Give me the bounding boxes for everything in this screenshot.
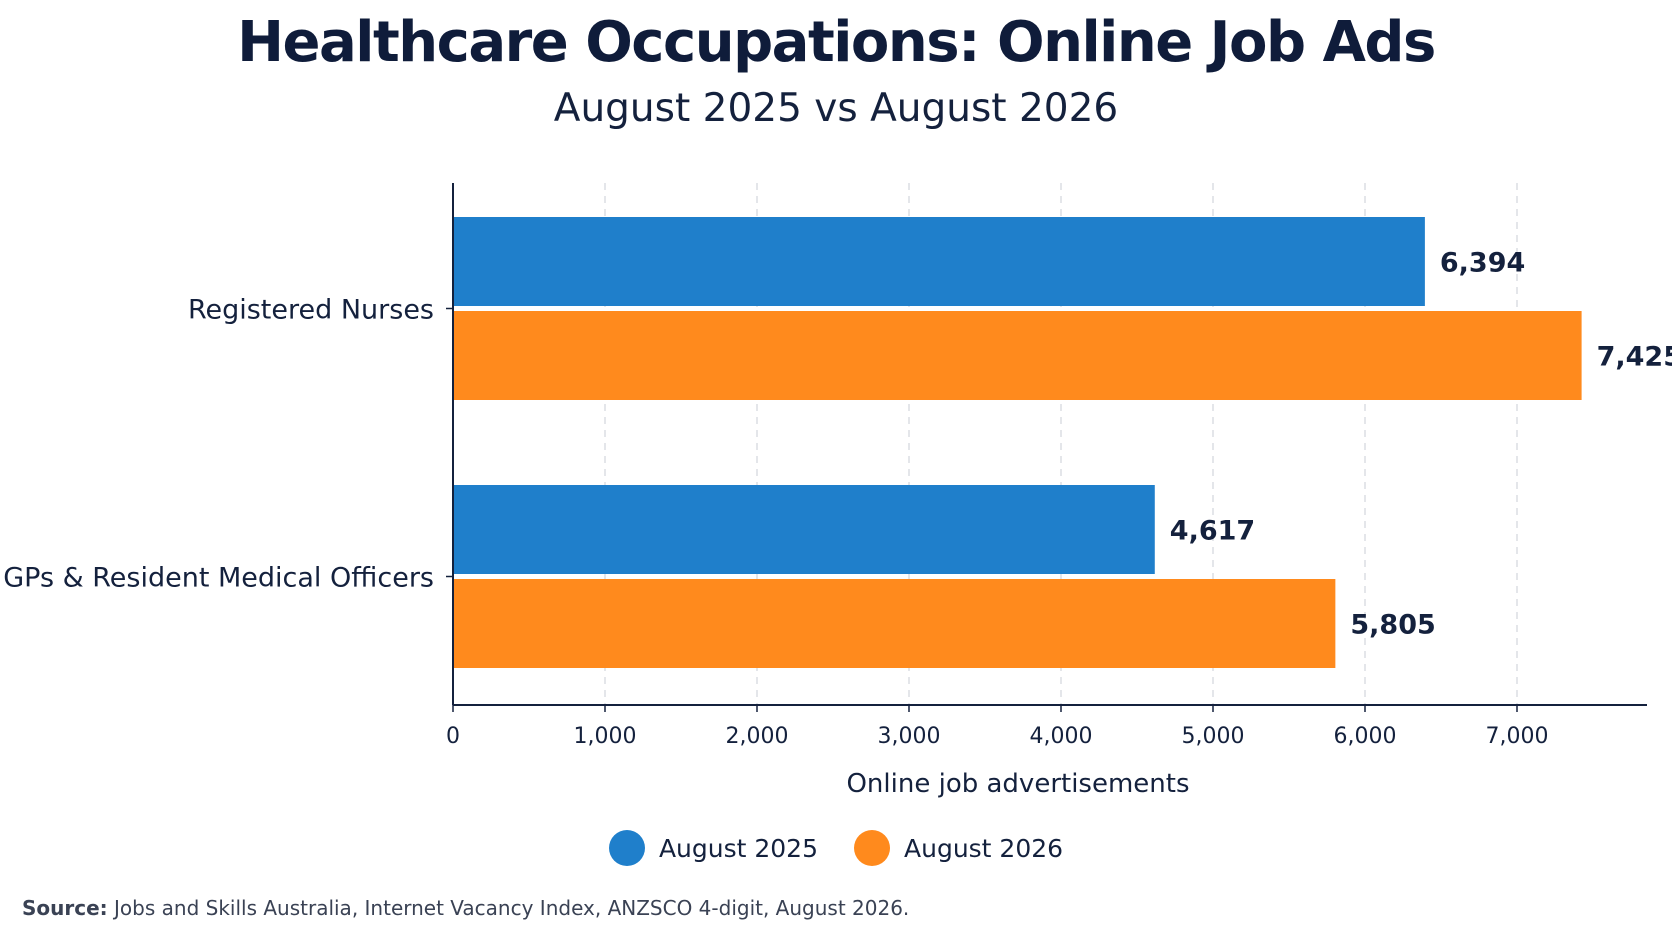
source-note: Source: Jobs and Skills Australia, Inter… [22, 896, 909, 920]
category-label-2: GPs & Resident Medical Officers [3, 563, 434, 594]
legend-label-series-1: August 2025 [658, 833, 818, 863]
bar-2-1 [453, 311, 1582, 400]
chart-subtitle: August 2025 vs August 2026 [553, 86, 1119, 131]
x-tick-label-0: 0 [446, 724, 460, 749]
data-label-1-2: 4,617 [1170, 516, 1255, 547]
legend-swatch-series-1 [608, 830, 645, 866]
bar-1-1 [453, 217, 1425, 306]
x-tick-label-4000: 4,000 [1030, 724, 1093, 749]
legend-item-series-2: August 2026 [854, 830, 1063, 866]
x-tick-label-5000: 5,000 [1182, 724, 1245, 749]
x-axis-title: Online job advertisements [846, 769, 1189, 799]
data-label-2-2: 5,805 [1350, 610, 1435, 641]
x-tick-label-3000: 3,000 [878, 724, 941, 749]
source-prefix: Source: [22, 896, 108, 920]
x-tick-label-6000: 6,000 [1334, 724, 1397, 749]
source-text: Jobs and Skills Australia, Internet Vaca… [107, 896, 910, 920]
legend-label-series-2: August 2026 [904, 833, 1064, 863]
data-label-2-1: 7,425 [1597, 342, 1672, 373]
x-tick-label-1000: 1,000 [574, 724, 637, 749]
bar-1-2 [453, 485, 1155, 574]
chart-title: Healthcare Occupations: Online Job Ads [237, 10, 1436, 75]
x-tick-label-2000: 2,000 [726, 724, 789, 749]
legend-swatch-series-2 [854, 830, 890, 866]
x-tick-label-7000: 7,000 [1486, 724, 1549, 749]
data-label-1-1: 6,394 [1440, 248, 1525, 279]
legend-item-series-1: August 2025 [608, 830, 818, 866]
category-label-1: Registered Nurses [188, 295, 434, 326]
legend: August 2025 August 2026 [0, 830, 1672, 866]
bar-2-2 [453, 579, 1336, 668]
